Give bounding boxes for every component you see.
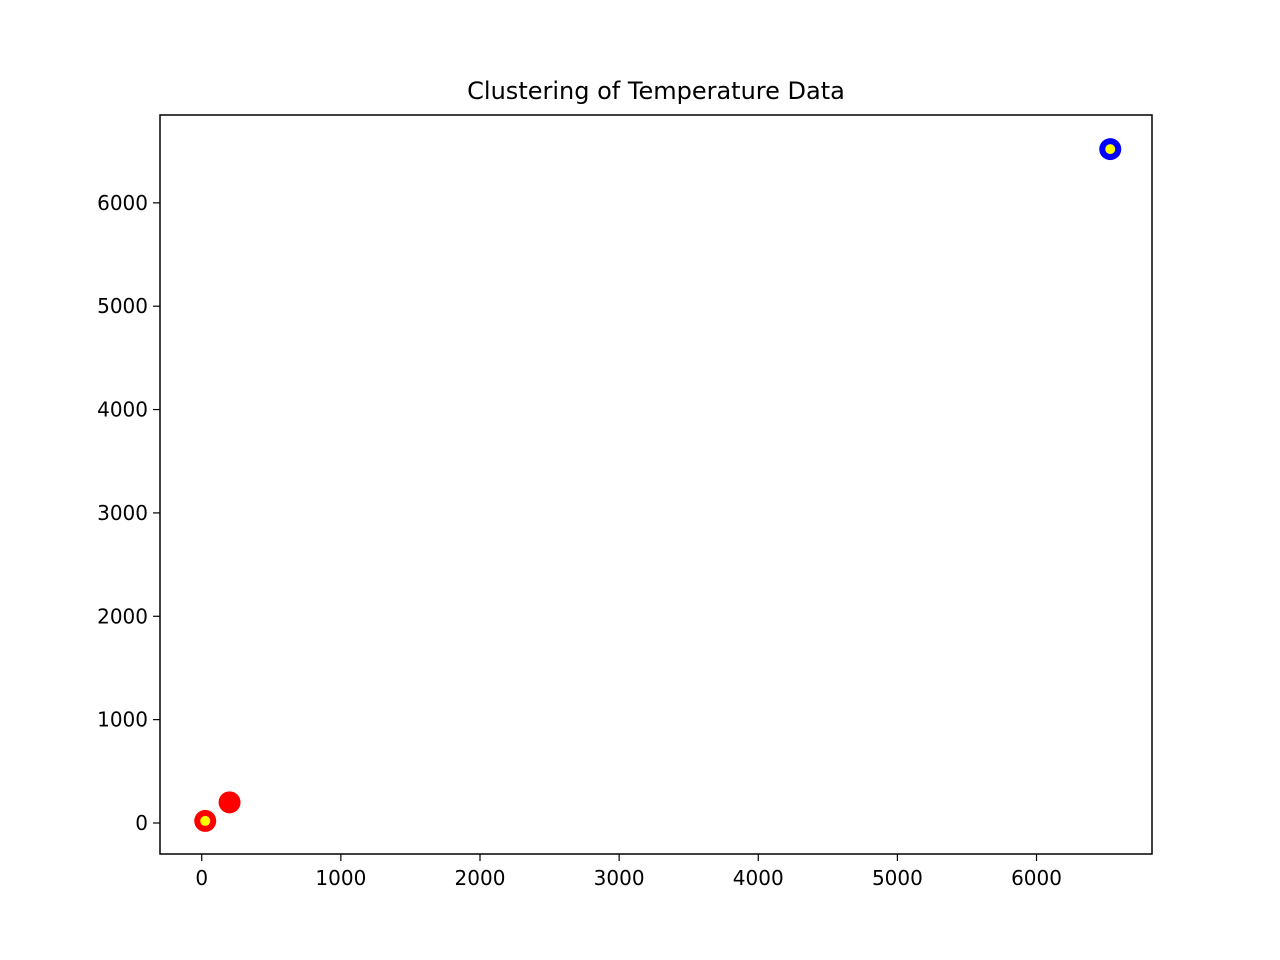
y-tick-label: 0 — [135, 811, 148, 835]
axes-frame — [159, 114, 1153, 855]
y-tick-label: 3000 — [97, 501, 148, 525]
x-tick-label: 2000 — [455, 866, 506, 890]
x-tick-label: 4000 — [733, 866, 784, 890]
plot-area: 0 1000 2000 3000 4000 5000 6000 0 1000 2000 3000 40… — [97, 114, 1153, 890]
y-tick-label: 6000 — [97, 191, 148, 215]
centroid-point — [200, 815, 211, 826]
y-tick-label: 1000 — [97, 708, 148, 732]
y-tick-label: 5000 — [97, 294, 148, 318]
x-tick-label: 1000 — [315, 866, 366, 890]
x-tick-label: 6000 — [1011, 866, 1062, 890]
x-tick-label: 0 — [195, 866, 208, 890]
x-tick-label: 5000 — [872, 866, 923, 890]
chart-title: Clustering of Temperature Data — [467, 77, 845, 105]
x-tick-label: 3000 — [594, 866, 645, 890]
data-point — [218, 791, 241, 814]
y-tick-label: 2000 — [97, 604, 148, 628]
centroid-point — [1105, 144, 1116, 155]
y-tick-label: 4000 — [97, 398, 148, 422]
